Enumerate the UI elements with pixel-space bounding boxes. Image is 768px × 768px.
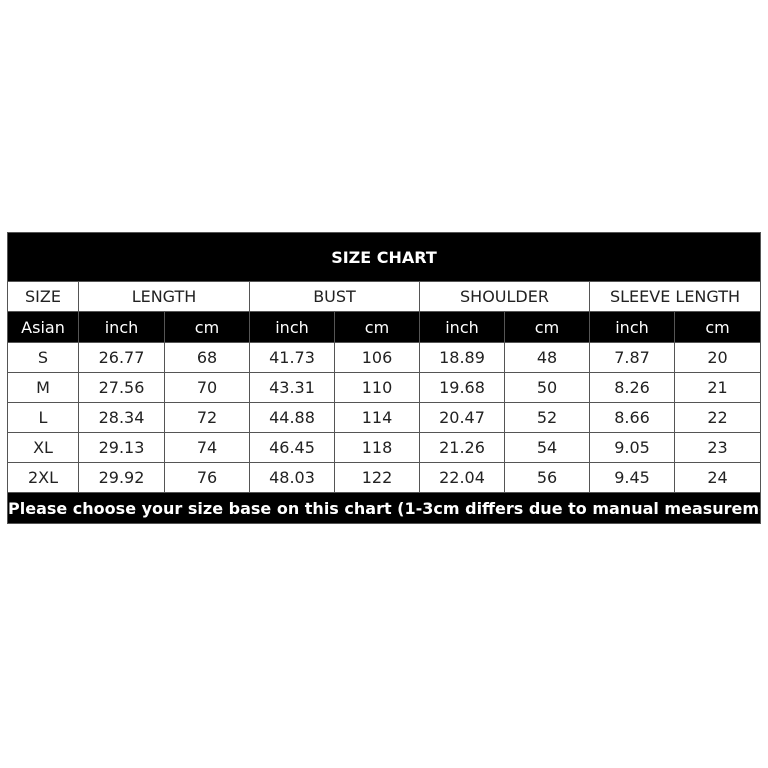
title-row: SIZE CHART <box>6 232 762 282</box>
subheader-cell: cm <box>504 311 590 343</box>
measurement-cell: 22.04 <box>419 462 505 493</box>
measurement-cell: 44.88 <box>249 402 335 433</box>
subheader-cell: inch <box>589 311 675 343</box>
measurement-cell: 48 <box>504 342 590 373</box>
measurement-cell: 9.45 <box>589 462 675 493</box>
measurement-cell: 52 <box>504 402 590 433</box>
measurement-cell: 21.26 <box>419 432 505 463</box>
measurement-cell: 43.31 <box>249 372 335 403</box>
table-row: L 28.34 72 44.88 114 20.47 52 8.66 22 <box>7 402 762 433</box>
chart-title: SIZE CHART <box>6 232 762 282</box>
size-label: M <box>7 372 79 403</box>
measurement-cell: 106 <box>334 342 420 373</box>
measurement-cell: 22 <box>673 402 762 433</box>
measurement-cell: 21 <box>673 372 762 403</box>
measurement-cell: 8.66 <box>589 402 675 433</box>
measurement-cell: 110 <box>334 372 420 403</box>
measurement-cell: 114 <box>334 402 420 433</box>
header-bust: BUST <box>249 281 420 312</box>
measurement-cell: 48.03 <box>249 462 335 493</box>
measurement-cell: 50 <box>504 372 590 403</box>
subheader-cell: cm <box>334 311 420 343</box>
table-row: S 26.77 68 41.73 106 18.89 48 7.87 20 <box>7 342 762 373</box>
measurement-cell: 27.56 <box>78 372 165 403</box>
measurement-cell: 20.47 <box>419 402 505 433</box>
measurement-cell: 9.05 <box>589 432 675 463</box>
measurement-cell: 20 <box>673 342 762 373</box>
measurement-cell: 68 <box>164 342 250 373</box>
subheader-row: Asian inch cm inch cm inch cm inch cm <box>7 311 762 343</box>
measurement-cell: 122 <box>334 462 420 493</box>
measurement-cell: 118 <box>334 432 420 463</box>
measurement-cell: 7.87 <box>589 342 675 373</box>
size-label: S <box>7 342 79 373</box>
size-label: 2XL <box>7 462 79 493</box>
size-label: L <box>7 402 79 433</box>
measurement-cell: 70 <box>164 372 250 403</box>
measurement-cell: 26.77 <box>78 342 165 373</box>
size-chart-table: SIZE CHART SIZE LENGTH BUST SHOULDER SLE… <box>6 232 762 524</box>
footer-row: Please choose your size base on this cha… <box>6 492 762 524</box>
measurement-cell: 76 <box>164 462 250 493</box>
header-size: SIZE <box>7 281 79 312</box>
measurement-cell: 41.73 <box>249 342 335 373</box>
subheader-cell: cm <box>673 311 762 343</box>
measurement-cell: 72 <box>164 402 250 433</box>
measurement-cell: 46.45 <box>249 432 335 463</box>
measurement-cell: 56 <box>504 462 590 493</box>
header-length: LENGTH <box>78 281 250 312</box>
measurement-cell: 74 <box>164 432 250 463</box>
footer-note: Please choose your size base on this cha… <box>6 492 762 524</box>
subheader-cell: cm <box>164 311 250 343</box>
measurement-cell: 19.68 <box>419 372 505 403</box>
table-row: XL 29.13 74 46.45 118 21.26 54 9.05 23 <box>7 432 762 463</box>
subheader-cell: inch <box>419 311 505 343</box>
table-row: 2XL 29.92 76 48.03 122 22.04 56 9.45 24 <box>7 462 762 493</box>
measurement-cell: 24 <box>673 462 762 493</box>
measurement-cell: 29.92 <box>78 462 165 493</box>
measurement-cell: 23 <box>673 432 762 463</box>
measurement-cell: 29.13 <box>78 432 165 463</box>
subheader-cell: inch <box>78 311 165 343</box>
measurement-cell: 8.26 <box>589 372 675 403</box>
subheader-cell: Asian <box>7 311 79 343</box>
subheader-cell: inch <box>249 311 335 343</box>
header-shoulder: SHOULDER <box>419 281 590 312</box>
header-row: SIZE LENGTH BUST SHOULDER SLEEVE LENGTH <box>7 281 762 312</box>
size-label: XL <box>7 432 79 463</box>
measurement-cell: 54 <box>504 432 590 463</box>
header-sleeve-length: SLEEVE LENGTH <box>588 281 762 312</box>
table-row: M 27.56 70 43.31 110 19.68 50 8.26 21 <box>7 372 762 403</box>
measurement-cell: 18.89 <box>419 342 505 373</box>
measurement-cell: 28.34 <box>78 402 165 433</box>
